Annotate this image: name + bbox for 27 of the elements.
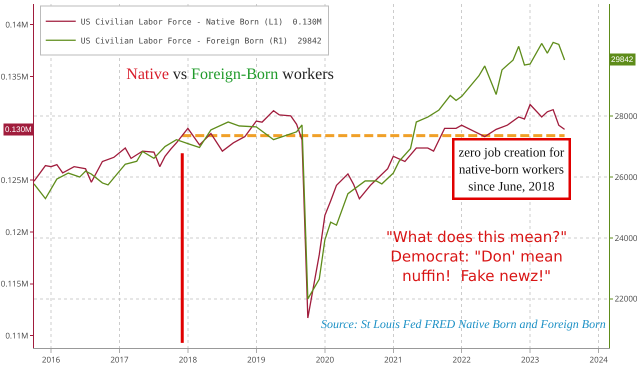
y2-tick-label: 28000: [614, 110, 638, 122]
x-tick-label: 2024: [590, 354, 608, 366]
x-tick-label: 2018: [178, 354, 198, 366]
annotation: zero job creation for native-born workers since June, 2018: [458, 144, 565, 194]
legend-label: US Civilian Labor Force - Foreign Born (R1) 29842: [80, 36, 322, 46]
x-tick-label: 2021: [384, 354, 402, 366]
x-tick-label: 2023: [520, 354, 540, 366]
x-tick-label: 2017: [110, 354, 130, 366]
legend-label: US Civilian Labor Force - Native Born (L1) 0.130M: [80, 17, 322, 26]
annotation: Source: St Louis Fed FRED Native Born and Foreign Born: [321, 317, 606, 331]
y-tick-label: 0.135M: [0, 71, 28, 82]
y-tick-label: 0.125M: [0, 174, 28, 186]
y2-tick-label: 26000: [614, 172, 638, 183]
y-tick-label: 0.115M: [0, 278, 28, 290]
y-tick-label: 0.12M: [5, 226, 28, 238]
y-tick-label: 0.11M: [5, 330, 28, 342]
x-tick-label: 2020: [316, 354, 334, 366]
y2-tick-label: 24000: [614, 232, 638, 244]
y2-tick-label: 22000: [614, 294, 638, 305]
text: 29842: [611, 55, 634, 64]
y-tick-label: 0.14M: [5, 20, 28, 31]
annotation: "What does this mean?" Democrat: "Don' mean nuffin! Fake newz!": [386, 228, 568, 285]
x-tick-label: 2022: [452, 354, 472, 366]
text: 0.130M: [5, 125, 32, 134]
x-tick-label: 2016: [42, 354, 61, 366]
x-tick-label: 2019: [247, 354, 266, 366]
text: Native vs Foreign-Born workers: [126, 66, 334, 84]
